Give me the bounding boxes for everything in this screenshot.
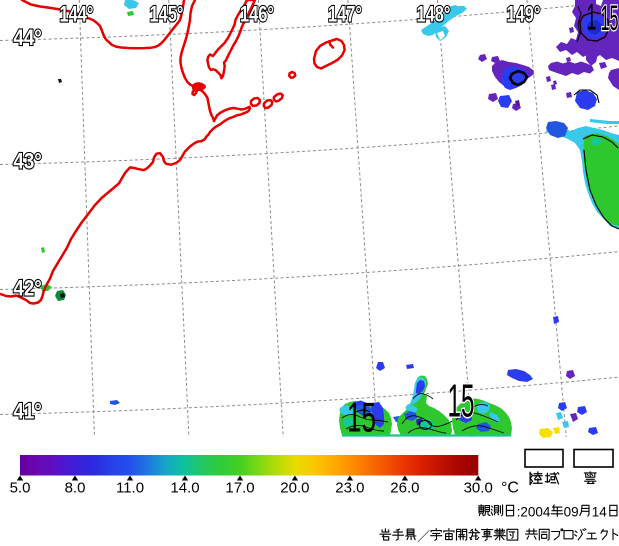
svg-text:15: 15 [601, 0, 619, 38]
svg-text::: : [517, 504, 521, 520]
svg-text:42°: 42° [13, 276, 42, 301]
svg-text:1: 1 [587, 0, 597, 38]
svg-text:15: 15 [448, 375, 475, 427]
svg-text:146°: 146° [240, 1, 274, 26]
svg-text:44°: 44° [13, 25, 42, 50]
svg-text:8.0: 8.0 [65, 480, 86, 497]
svg-text:15: 15 [448, 375, 475, 427]
svg-text:15: 15 [347, 394, 376, 441]
svg-text:149°: 149° [507, 1, 541, 26]
svg-text:20.0: 20.0 [280, 480, 309, 497]
svg-text:145°: 145° [150, 1, 184, 26]
svg-text:11.0: 11.0 [116, 480, 144, 497]
svg-text:09: 09 [564, 504, 579, 520]
svg-text:°C: °C [501, 480, 519, 497]
svg-text:23.0: 23.0 [335, 480, 364, 497]
svg-text:15: 15 [601, 0, 619, 38]
svg-text:2004: 2004 [520, 504, 550, 520]
svg-text:5.0: 5.0 [10, 480, 31, 497]
svg-text:14: 14 [592, 504, 607, 520]
svg-text:／: ／ [417, 529, 430, 544]
svg-text:26.0: 26.0 [390, 480, 419, 497]
svg-text:14.0: 14.0 [170, 480, 199, 497]
svg-text:43°: 43° [13, 149, 42, 174]
svg-text:147°: 147° [328, 1, 362, 26]
svg-text:41°: 41° [13, 399, 42, 424]
svg-text:148°: 148° [417, 1, 451, 26]
svg-text:144°: 144° [60, 1, 94, 26]
svg-text:17.0: 17.0 [225, 480, 254, 497]
svg-text:30.0: 30.0 [464, 480, 493, 497]
